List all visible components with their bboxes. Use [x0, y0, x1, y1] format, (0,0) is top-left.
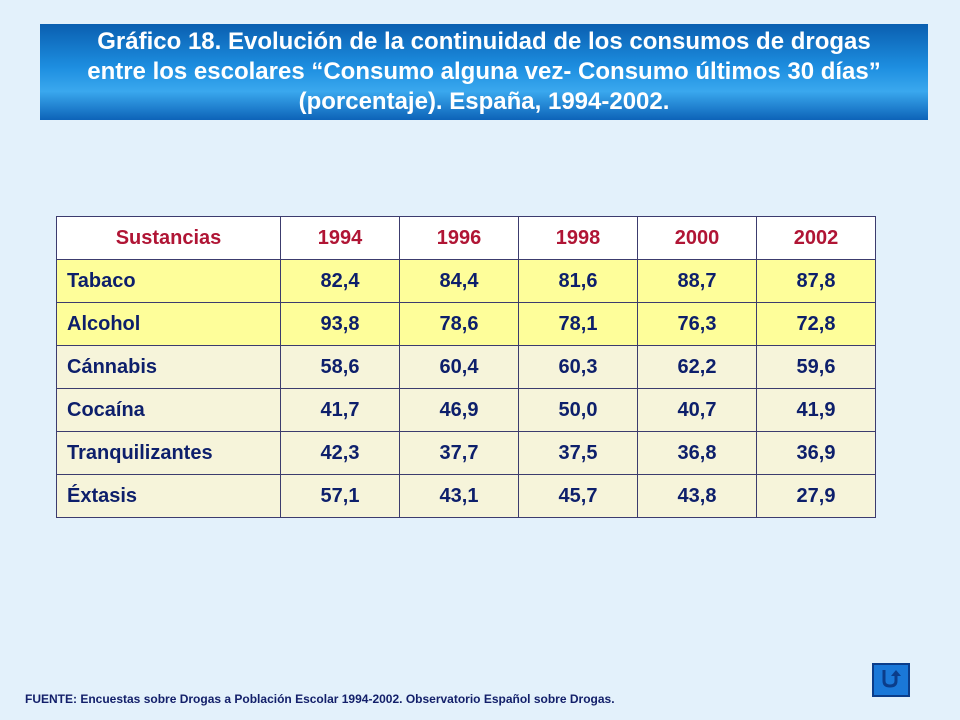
source-footnote: FUENTE: Encuestas sobre Drogas a Poblaci…	[25, 692, 615, 706]
header-year: 2002	[756, 216, 876, 260]
substance-name: Tabaco	[56, 259, 281, 303]
table-cell: 59,6	[756, 345, 876, 389]
u-turn-return-icon	[878, 666, 904, 695]
table-cell: 60,4	[399, 345, 519, 389]
table-cell: 36,8	[637, 431, 757, 475]
table-cell: 36,9	[756, 431, 876, 475]
table-cell: 50,0	[518, 388, 638, 432]
header-year: 1994	[280, 216, 400, 260]
table-cell: 41,7	[280, 388, 400, 432]
table-cell: 78,1	[518, 302, 638, 346]
table-cell: 37,7	[399, 431, 519, 475]
substance-name: Cánnabis	[56, 345, 281, 389]
table-cell: 42,3	[280, 431, 400, 475]
table-cell: 45,7	[518, 474, 638, 518]
header-year: 1996	[399, 216, 519, 260]
table-cell: 58,6	[280, 345, 400, 389]
table-cell: 62,2	[637, 345, 757, 389]
header-substances: Sustancias	[56, 216, 281, 260]
table-cell: 41,9	[756, 388, 876, 432]
title-banner: Gráfico 18. Evolución de la continuidad …	[40, 24, 928, 120]
table-cell: 57,1	[280, 474, 400, 518]
table-cell: 93,8	[280, 302, 400, 346]
table-cell: 27,9	[756, 474, 876, 518]
table-cell: 46,9	[399, 388, 519, 432]
table-cell: 72,8	[756, 302, 876, 346]
table-cell: 60,3	[518, 345, 638, 389]
table-cell: 78,6	[399, 302, 519, 346]
table-cell: 81,6	[518, 259, 638, 303]
table-row: Éxtasis 57,1 43,1 45,7 43,8 27,9	[56, 474, 876, 518]
table-header-row: Sustancias 1994 1996 1998 2000 2002	[56, 216, 876, 260]
header-year: 2000	[637, 216, 757, 260]
table-cell: 82,4	[280, 259, 400, 303]
table-cell: 84,4	[399, 259, 519, 303]
table-row: Cocaína 41,7 46,9 50,0 40,7 41,9	[56, 388, 876, 432]
return-button[interactable]	[872, 663, 910, 697]
table-row: Alcohol 93,8 78,6 78,1 76,3 72,8	[56, 302, 876, 346]
table-row: Tabaco 82,4 84,4 81,6 88,7 87,8	[56, 259, 876, 303]
substance-name: Alcohol	[56, 302, 281, 346]
table-cell: 43,8	[637, 474, 757, 518]
page-title: Gráfico 18. Evolución de la continuidad …	[87, 28, 881, 115]
substance-name: Cocaína	[56, 388, 281, 432]
substance-table: Sustancias 1994 1996 1998 2000 2002 Taba…	[56, 216, 876, 518]
table-row: Tranquilizantes 42,3 37,7 37,5 36,8 36,9	[56, 431, 876, 475]
table-row: Cánnabis 58,6 60,4 60,3 62,2 59,6	[56, 345, 876, 389]
table-cell: 88,7	[637, 259, 757, 303]
substance-name: Éxtasis	[56, 474, 281, 518]
table-cell: 87,8	[756, 259, 876, 303]
substance-name: Tranquilizantes	[56, 431, 281, 475]
table-cell: 43,1	[399, 474, 519, 518]
header-year: 1998	[518, 216, 638, 260]
table-cell: 37,5	[518, 431, 638, 475]
table-cell: 40,7	[637, 388, 757, 432]
table-cell: 76,3	[637, 302, 757, 346]
